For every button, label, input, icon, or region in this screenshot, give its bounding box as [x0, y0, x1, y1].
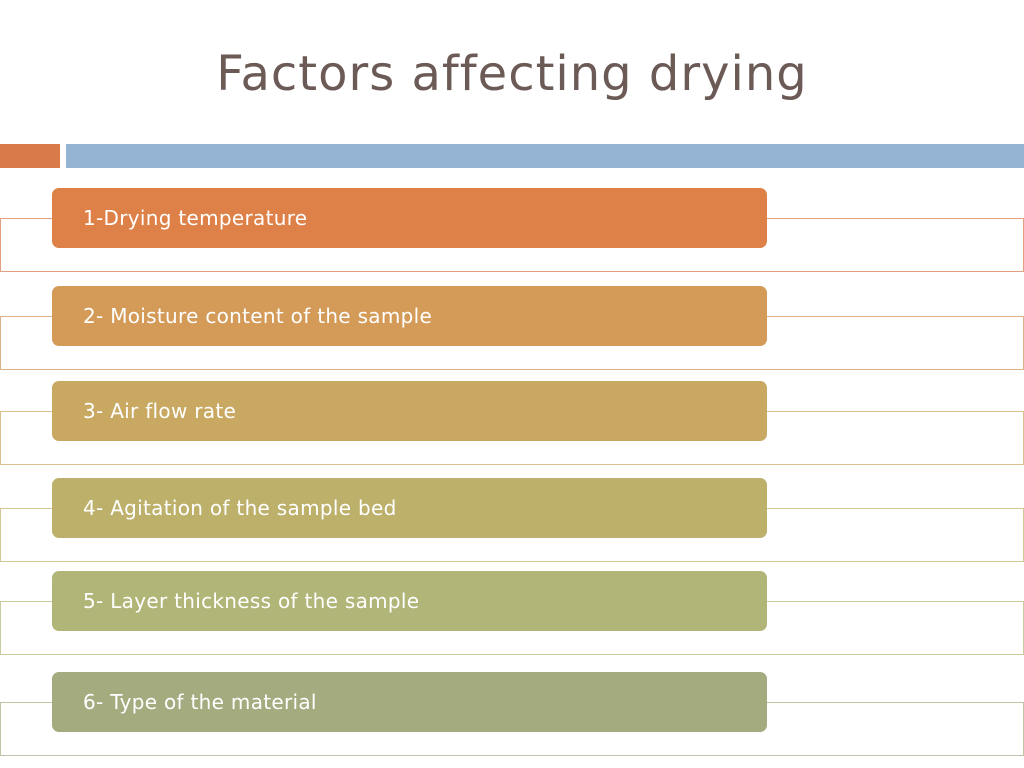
factor-label: 2- Moisture content of the sample [83, 304, 433, 328]
accent-bar-orange [0, 144, 60, 168]
factor-label: 5- Layer thickness of the sample [83, 589, 420, 613]
factor-box: 6- Type of the material [52, 672, 767, 732]
factor-label: 4- Agitation of the sample bed [83, 496, 397, 520]
factor-box: 2- Moisture content of the sample [52, 286, 767, 346]
accent-bar-blue [66, 144, 1024, 168]
slide-title: Factors affecting drying [216, 46, 808, 102]
factor-box: 5- Layer thickness of the sample [52, 571, 767, 631]
factor-box: 4- Agitation of the sample bed [52, 478, 767, 538]
factor-box: 1-Drying temperature [52, 188, 767, 248]
factor-label: 1-Drying temperature [83, 206, 308, 230]
factor-box: 3- Air flow rate [52, 381, 767, 441]
factor-label: 3- Air flow rate [83, 399, 237, 423]
factor-label: 6- Type of the material [83, 690, 317, 714]
